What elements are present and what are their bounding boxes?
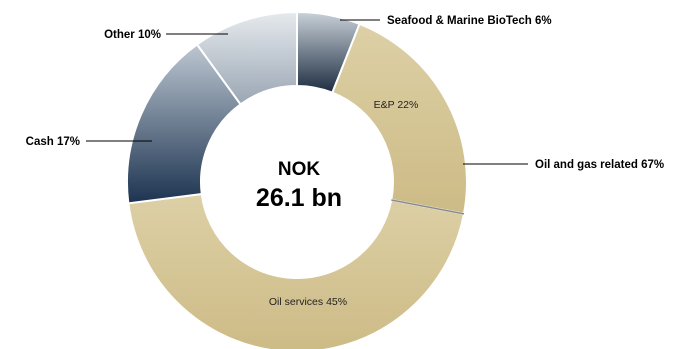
donut-hole bbox=[202, 87, 392, 277]
slice-ep bbox=[331, 22, 468, 216]
label-seafood: Seafood & Marine BioTech 6% bbox=[387, 15, 552, 27]
label-cash: Cash 17% bbox=[26, 136, 80, 148]
slice-divider bbox=[391, 199, 465, 215]
label-oil-gas-related: Oil and gas related 67% bbox=[535, 159, 664, 171]
slice-label-oil-services: Oil services 45% bbox=[269, 296, 347, 308]
slice-label-ep: E&P 22% bbox=[374, 99, 419, 111]
slice-oil-services bbox=[127, 192, 466, 349]
center-total: 26.1 bn bbox=[256, 184, 342, 212]
slice-other bbox=[195, 10, 298, 106]
label-other: Other 10% bbox=[104, 29, 161, 41]
center-currency: NOK bbox=[278, 159, 321, 180]
donut-slices bbox=[126, 10, 468, 349]
